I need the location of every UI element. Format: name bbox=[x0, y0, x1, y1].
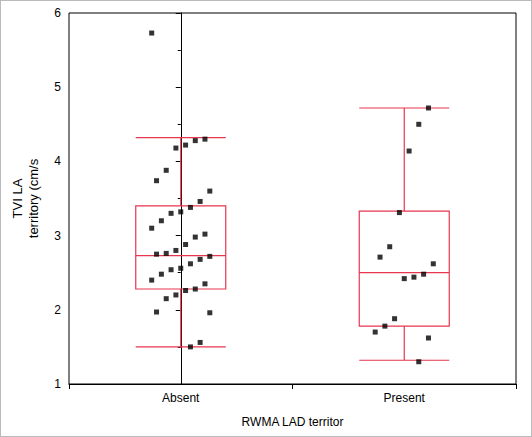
svg-text:4: 4 bbox=[54, 154, 61, 168]
svg-text:1: 1 bbox=[54, 377, 61, 391]
svg-text:6: 6 bbox=[54, 6, 61, 20]
svg-text:Absent: Absent bbox=[162, 391, 200, 405]
svg-text:5: 5 bbox=[54, 80, 61, 94]
svg-text:RWMA LAD territor: RWMA LAD territor bbox=[242, 415, 344, 429]
svg-text:TVI LA: TVI LA bbox=[10, 178, 25, 218]
svg-text:2: 2 bbox=[54, 303, 61, 317]
svg-text:territory (cm/s: territory (cm/s bbox=[26, 158, 41, 238]
svg-text:Present: Present bbox=[384, 391, 426, 405]
svg-text:3: 3 bbox=[54, 229, 61, 243]
